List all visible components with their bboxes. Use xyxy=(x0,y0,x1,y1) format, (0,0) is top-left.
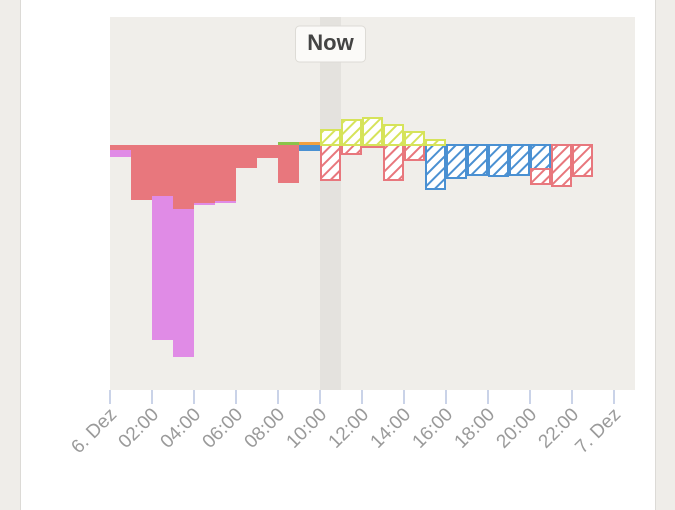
bar xyxy=(173,145,194,209)
bar xyxy=(257,145,278,158)
bar xyxy=(131,145,152,200)
bar xyxy=(215,145,236,201)
now-band xyxy=(320,17,341,390)
now-label: Now xyxy=(295,25,366,63)
bar xyxy=(278,142,299,145)
now-label-text: Now xyxy=(307,30,354,55)
bar xyxy=(341,144,362,155)
bar xyxy=(467,144,488,176)
bar xyxy=(194,145,215,203)
bar xyxy=(488,144,509,177)
bar xyxy=(299,142,320,145)
bar xyxy=(320,129,341,146)
bar xyxy=(551,144,572,187)
x-tick-label: 12:00 xyxy=(325,404,373,452)
bar xyxy=(236,145,257,168)
bar xyxy=(110,150,131,157)
bar xyxy=(152,196,173,340)
x-tick-label: 06:00 xyxy=(199,404,247,452)
bar xyxy=(110,145,131,150)
bar xyxy=(383,144,404,181)
bar xyxy=(341,119,362,146)
bar xyxy=(530,168,551,185)
bar xyxy=(446,144,467,179)
x-tick-label: 20:00 xyxy=(493,404,541,452)
bar xyxy=(404,131,425,146)
x-tick-label: 18:00 xyxy=(451,404,499,452)
x-tick-label: 04:00 xyxy=(157,404,205,452)
bar xyxy=(194,203,215,205)
bar xyxy=(425,144,446,190)
bar xyxy=(425,139,446,146)
bar xyxy=(383,124,404,146)
x-tick-label: 7. Dez xyxy=(571,404,625,458)
bar xyxy=(572,144,593,177)
bar xyxy=(152,145,173,196)
bar xyxy=(299,145,320,151)
bar xyxy=(404,144,425,161)
bar xyxy=(173,209,194,357)
x-tick-label: 14:00 xyxy=(367,404,415,452)
x-tick-label: 02:00 xyxy=(115,404,163,452)
x-tick-label: 6. Dez xyxy=(67,404,121,458)
bar xyxy=(362,117,383,146)
bar xyxy=(320,144,341,181)
bar xyxy=(530,144,551,170)
x-tick-label: 16:00 xyxy=(409,404,457,452)
x-tick-label: 08:00 xyxy=(241,404,289,452)
bar xyxy=(278,145,299,183)
bar xyxy=(509,144,530,176)
now-label-box xyxy=(295,25,366,63)
x-tick-label: 10:00 xyxy=(283,404,331,452)
bar xyxy=(215,201,236,203)
